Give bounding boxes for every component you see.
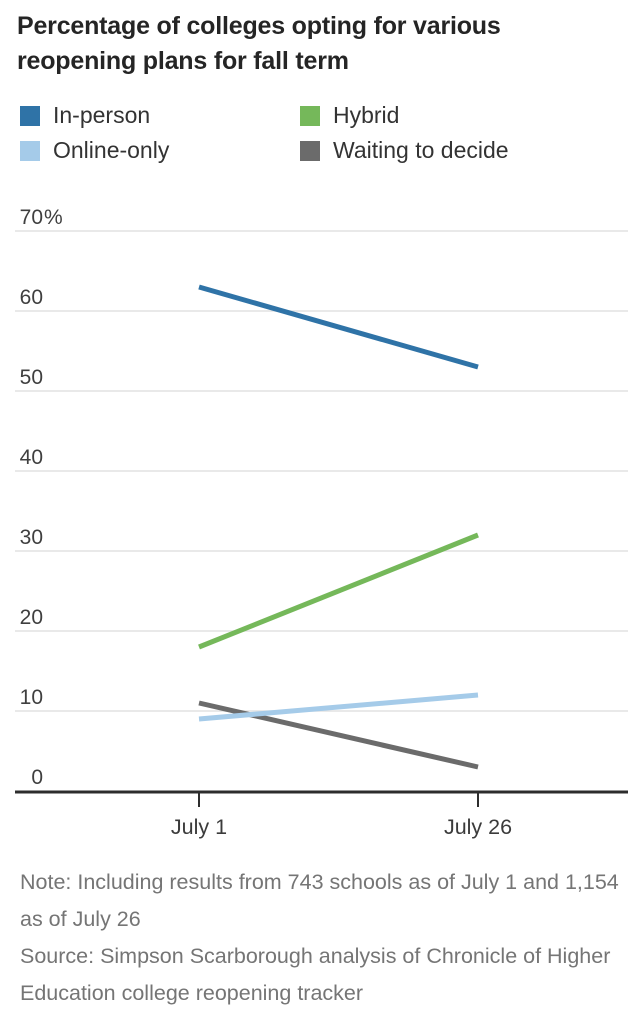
y-axis-tick-label: 60 xyxy=(20,286,43,309)
legend-swatch-icon xyxy=(300,105,320,126)
legend-item-waiting-to-decide: Waiting to decide xyxy=(300,137,636,163)
legend-label: In-person xyxy=(53,102,151,128)
series-line-waiting-to-decide xyxy=(198,700,479,770)
legend-item-online-only: Online-only xyxy=(20,137,300,163)
y-axis-tick-label: 30 xyxy=(20,526,43,549)
y-axis-tick-label: 10 xyxy=(20,686,43,709)
series-line-hybrid xyxy=(198,532,479,650)
series-line-online-only xyxy=(198,692,479,722)
chart-footnotes: Note: Including results from 743 schools… xyxy=(20,864,620,1012)
chart-area: 0 10 20 30 40 50 60 70% July 1 July 26 xyxy=(0,205,636,850)
legend-swatch-icon xyxy=(20,140,40,161)
series-line-in-person xyxy=(198,284,479,370)
chart-legend: In-person Hybrid Online-only Waiting to dec… xyxy=(0,102,636,163)
y-axis-tick-label: 70 xyxy=(20,206,43,229)
y-axis-tick-label: 40 xyxy=(20,446,43,469)
legend-item-in-person: In-person xyxy=(20,102,300,128)
legend-label: Hybrid xyxy=(333,102,400,128)
x-axis-tick-label: July 1 xyxy=(171,815,227,839)
chart-title: Percentage of colleges opting for variou… xyxy=(17,12,501,75)
y-axis-unit-label: % xyxy=(44,206,63,229)
x-axis-tick-label: July 26 xyxy=(444,815,512,839)
legend-swatch-icon xyxy=(20,105,40,126)
y-axis-tick-label: 0 xyxy=(31,766,43,789)
y-axis-tick-label: 20 xyxy=(20,606,43,629)
legend-swatch-icon xyxy=(300,140,320,161)
legend-label: Online-only xyxy=(53,137,170,163)
note-text: Note: Including results from 743 schools… xyxy=(20,870,619,931)
y-axis-tick-label: 50 xyxy=(20,366,43,389)
source-text: Source: Simpson Scarborough analysis of … xyxy=(20,944,611,1005)
chart: 0 10 20 30 40 50 60 70 % July 1 July 26 xyxy=(15,206,628,839)
legend-item-hybrid: Hybrid xyxy=(300,102,636,128)
legend-label: Waiting to decide xyxy=(333,137,509,163)
